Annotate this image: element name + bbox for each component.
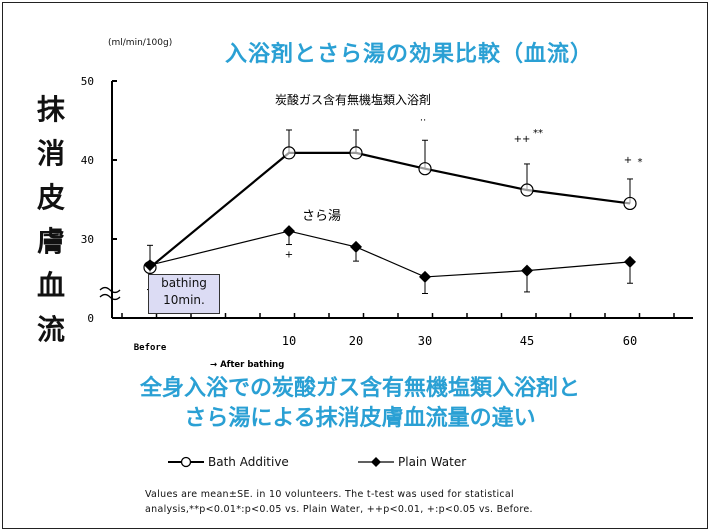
significance-mark: + bbox=[624, 155, 632, 166]
subtitle: 全身入浴での炭酸ガス含有無機塩類入浴剤と さら湯による抹消皮膚血流量の違い bbox=[40, 374, 680, 434]
bathing-duration-box: bathing 10min. bbox=[148, 274, 220, 314]
significance-mark: + bbox=[285, 250, 293, 261]
x-tick-label: 20 bbox=[349, 334, 363, 348]
plain-water-point bbox=[624, 255, 636, 268]
significance-mark: .. bbox=[420, 112, 426, 123]
x-tick-label: 10 bbox=[282, 334, 296, 348]
bath-additive-point bbox=[349, 146, 363, 160]
bath-additive-point bbox=[418, 162, 432, 176]
plain-water-point bbox=[419, 270, 431, 283]
y-axis-label: 抹消皮膚血流 bbox=[36, 93, 65, 346]
subtitle-line1: 全身入浴での炭酸ガス含有無機塩類入浴剤と bbox=[139, 376, 580, 401]
x-tick-label: 60 bbox=[623, 334, 637, 348]
x-tick-label: Before bbox=[134, 343, 167, 353]
plain-series-annotation: さら湯 bbox=[302, 209, 341, 224]
bath-additive-point bbox=[520, 183, 534, 197]
footnote: Values are mean±SE. in 10 volunteers. Th… bbox=[145, 487, 533, 517]
bath-additive-point bbox=[282, 146, 296, 160]
footnote-line1: Values are mean±SE. in 10 volunteers. Th… bbox=[145, 489, 514, 500]
footnote-line2: analysis,**p<0.01*:p<0.05 vs. Plain Wate… bbox=[145, 504, 533, 515]
y-tick-label: 40 bbox=[81, 154, 94, 167]
plain-water-point bbox=[350, 240, 362, 253]
bathing-box-line1: bathing bbox=[161, 276, 207, 290]
plain-water-point bbox=[283, 225, 295, 238]
open-circle-marker-icon bbox=[168, 456, 204, 468]
bath-additive-line bbox=[149, 151, 631, 269]
axis-break-icon bbox=[99, 286, 121, 301]
x-tick-label: 30 bbox=[418, 334, 432, 348]
legend-item-plain-water: Plain Water bbox=[358, 455, 466, 469]
y-unit-label: (ml/min/100g) bbox=[108, 38, 173, 48]
bathing-box-line2: 10min. bbox=[163, 293, 205, 307]
plain-water-line bbox=[149, 230, 631, 278]
significance-mark: ++ bbox=[514, 134, 531, 145]
bath-series-annotation: 炭酸ガス含有無機塩類入浴剤 bbox=[275, 92, 431, 107]
significance-mark: ** bbox=[533, 128, 543, 139]
y-tick-label: 30 bbox=[81, 233, 94, 246]
legend-label: Bath Additive bbox=[208, 455, 289, 469]
filled-diamond-marker-icon bbox=[358, 457, 394, 467]
y-tick-label: 0 bbox=[87, 312, 94, 325]
legend-label: Plain Water bbox=[398, 455, 467, 469]
plain-water-point bbox=[521, 264, 533, 277]
x-tick-label: 45 bbox=[520, 334, 534, 348]
plain-water-point bbox=[144, 259, 156, 272]
legend-item-bath-additive: Bath Additive bbox=[168, 455, 289, 469]
subtitle-line2: さら湯による抹消皮膚血流量の違い bbox=[184, 406, 536, 431]
chart-title: 入浴剤とさら湯の効果比較（血流） bbox=[225, 42, 594, 67]
y-tick-label: 50 bbox=[81, 75, 94, 88]
x-sub-label: → After bathing bbox=[210, 360, 284, 370]
bath-additive-point bbox=[623, 196, 637, 211]
significance-mark: * bbox=[638, 157, 643, 168]
